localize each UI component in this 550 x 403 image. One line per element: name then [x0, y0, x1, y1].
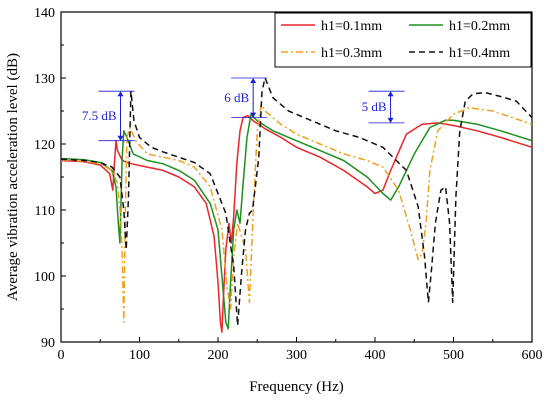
- annotation-arrowhead-up: [250, 78, 257, 83]
- annotation-arrowhead-down: [117, 135, 124, 141]
- legend-label: h1=0.4mm: [449, 46, 510, 61]
- annotation-label: 7.5 dB: [82, 108, 117, 123]
- annotation-arrowhead-up: [117, 91, 124, 97]
- x-tick-label: 600: [522, 348, 543, 363]
- y-tick-label: 90: [41, 336, 55, 351]
- ticks-layer: 0 100 200 300 400 500 600 90 100 110 120 130 140: [34, 6, 543, 363]
- annotation-layer: 7.5 dB 6 dB 5 dB: [82, 77, 405, 142]
- x-axis-title: Frequency (Hz): [249, 379, 344, 395]
- annotation-arrowhead-up: [387, 91, 394, 97]
- x-tick-label: 0: [58, 348, 65, 363]
- annotation-arrowhead-down: [387, 117, 394, 123]
- legend-label: h1=0.3mm: [321, 46, 382, 61]
- x-tick-label: 500: [443, 348, 464, 363]
- series-line-3: [61, 103, 532, 323]
- legend: h1=0.1mm h1=0.2mm h1=0.3mm h1=0.4mm: [274, 12, 532, 68]
- y-tick-label: 120: [34, 138, 55, 153]
- series-line-1: [61, 114, 532, 333]
- series-layer: [61, 77, 532, 333]
- y-tick-label: 110: [35, 204, 55, 219]
- x-tick-label: 200: [208, 348, 229, 363]
- y-tick-label: 100: [34, 270, 55, 285]
- annotation-arrowhead-down: [250, 112, 257, 118]
- annotation-label: 5 dB: [362, 99, 387, 114]
- x-tick-label: 400: [365, 348, 386, 363]
- x-tick-label: 100: [129, 348, 150, 363]
- x-tick-label: 300: [286, 348, 307, 363]
- y-axis-title: Average vibration acceleration level (dB…: [5, 53, 21, 301]
- y-tick-label: 130: [34, 72, 55, 87]
- y-tick-label: 140: [34, 6, 55, 21]
- annotation-label: 6 dB: [224, 90, 249, 105]
- series-line-4: [61, 77, 532, 327]
- legend-label: h1=0.1mm: [321, 19, 382, 34]
- series-line-2: [61, 113, 532, 330]
- legend-label: h1=0.2mm: [449, 19, 510, 34]
- legend-box: [274, 12, 532, 68]
